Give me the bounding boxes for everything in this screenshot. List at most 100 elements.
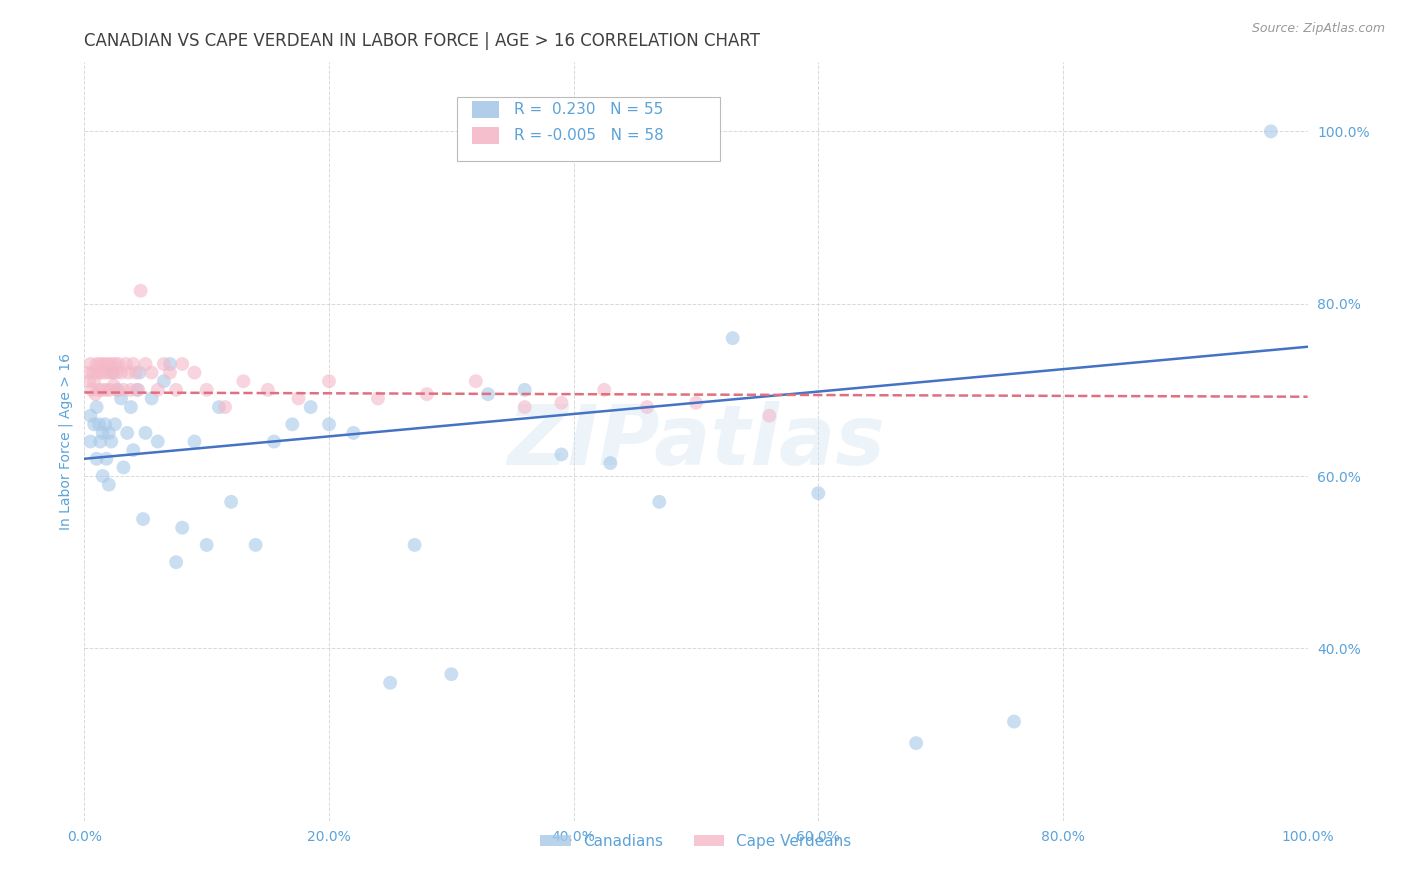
Point xyxy=(91,425,114,440)
Point xyxy=(287,392,309,406)
Point xyxy=(120,400,142,414)
Point xyxy=(367,392,389,406)
Point xyxy=(141,366,163,380)
Bar xyxy=(472,127,499,144)
Bar xyxy=(472,101,499,118)
Point xyxy=(87,383,110,397)
Point xyxy=(120,383,142,397)
Point xyxy=(183,366,205,380)
Point xyxy=(232,374,254,388)
Point xyxy=(183,434,205,449)
Point xyxy=(263,434,285,449)
Point xyxy=(318,374,340,388)
Point xyxy=(153,357,176,371)
Point xyxy=(128,366,150,380)
Text: R =  0.230   N = 55: R = 0.230 N = 55 xyxy=(513,102,664,117)
Point xyxy=(122,443,145,458)
Point xyxy=(172,357,194,371)
Point xyxy=(129,284,152,298)
Point xyxy=(135,425,157,440)
Point xyxy=(98,383,121,397)
Point xyxy=(127,383,149,397)
Point xyxy=(96,383,118,397)
Legend: Canadians, Cape Verdeans: Canadians, Cape Verdeans xyxy=(534,828,858,855)
Point xyxy=(758,409,780,423)
Y-axis label: In Labor Force | Age > 16: In Labor Force | Age > 16 xyxy=(59,353,73,530)
Point xyxy=(87,366,110,380)
Point xyxy=(86,400,108,414)
Point xyxy=(342,425,364,440)
Point xyxy=(1002,714,1025,729)
Point xyxy=(117,366,139,380)
Point xyxy=(100,357,122,371)
Point xyxy=(172,521,194,535)
Point xyxy=(115,425,138,440)
Point xyxy=(165,383,187,397)
Text: ZIPatlas: ZIPatlas xyxy=(508,401,884,482)
Point xyxy=(685,396,707,410)
Point xyxy=(110,366,132,380)
Point xyxy=(513,400,536,414)
Point xyxy=(1260,124,1282,138)
Point xyxy=(599,456,621,470)
Point xyxy=(90,366,112,380)
Point xyxy=(807,486,830,500)
Point xyxy=(84,387,107,401)
Point xyxy=(281,417,304,432)
Point xyxy=(648,495,671,509)
Point xyxy=(104,357,127,371)
Point xyxy=(299,400,322,414)
Point xyxy=(83,374,105,388)
Point xyxy=(141,392,163,406)
Point xyxy=(107,357,129,371)
Point xyxy=(112,383,135,397)
Point xyxy=(245,538,267,552)
Point xyxy=(159,357,181,371)
Point xyxy=(112,460,135,475)
Point xyxy=(77,366,100,380)
Point xyxy=(101,366,124,380)
Point xyxy=(105,366,128,380)
Point xyxy=(115,357,138,371)
Point xyxy=(80,383,103,397)
Point xyxy=(146,434,169,449)
Point xyxy=(110,392,132,406)
Point xyxy=(93,357,115,371)
Point xyxy=(257,383,280,397)
Point xyxy=(125,383,148,397)
Point xyxy=(105,383,128,397)
Point xyxy=(153,374,176,388)
Point xyxy=(146,383,169,397)
Point xyxy=(94,366,117,380)
Point xyxy=(97,477,120,491)
Point xyxy=(905,736,928,750)
Point xyxy=(103,378,125,392)
Text: Source: ZipAtlas.com: Source: ZipAtlas.com xyxy=(1251,22,1385,36)
Point xyxy=(636,400,658,414)
Point xyxy=(101,366,124,380)
Point xyxy=(122,357,145,371)
Point xyxy=(91,383,114,397)
Point xyxy=(135,357,157,371)
Bar xyxy=(457,96,720,161)
Point xyxy=(100,434,122,449)
Point xyxy=(125,366,148,380)
Point xyxy=(219,495,242,509)
Point xyxy=(195,383,218,397)
Point xyxy=(214,400,236,414)
Point xyxy=(94,417,117,432)
Text: R = -0.005   N = 58: R = -0.005 N = 58 xyxy=(513,128,664,143)
Point xyxy=(440,667,463,681)
Point xyxy=(89,357,111,371)
Point xyxy=(87,417,110,432)
Point xyxy=(91,469,114,483)
Point xyxy=(89,434,111,449)
Point xyxy=(550,396,572,410)
Point xyxy=(97,357,120,371)
Point xyxy=(82,366,104,380)
Point xyxy=(550,447,572,461)
Point xyxy=(464,374,486,388)
Text: CANADIAN VS CAPE VERDEAN IN LABOR FORCE | AGE > 16 CORRELATION CHART: CANADIAN VS CAPE VERDEAN IN LABOR FORCE … xyxy=(84,32,761,50)
Point xyxy=(477,387,499,401)
Point xyxy=(208,400,231,414)
